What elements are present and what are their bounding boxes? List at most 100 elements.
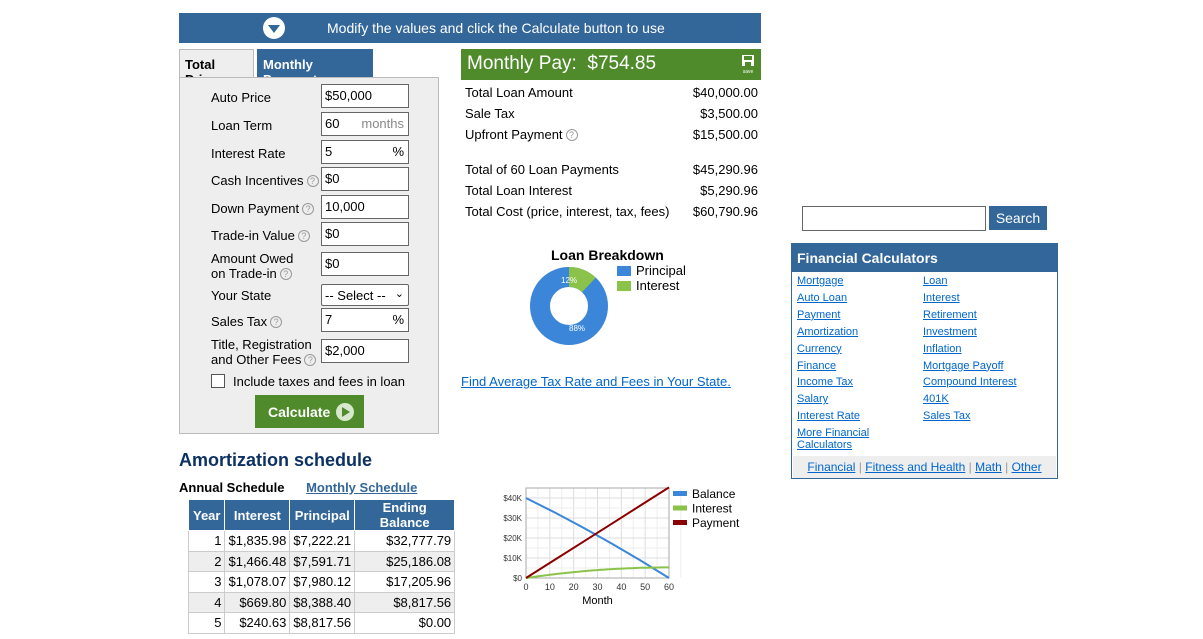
table-row: 5 $240.63 $8,817.56 $0.00 <box>187 612 456 634</box>
calc-link[interactable]: Amortization <box>797 325 859 338</box>
trade-in-value-value: $0 <box>325 226 340 241</box>
down-payment-value: 10,000 <box>325 199 365 214</box>
y-tick-label: $40K <box>503 494 522 503</box>
category-link-financial[interactable]: Financial <box>807 460 856 474</box>
sales-tax-input[interactable]: 7% <box>321 308 409 332</box>
financial-calculators-title: Financial Calculators <box>792 244 1057 272</box>
legend-label-payment: Payment <box>692 516 740 530</box>
play-icon <box>336 403 354 421</box>
help-icon[interactable]: ? <box>302 203 315 215</box>
category-links: Financial | Fitness and Health | Math | … <box>793 456 1056 478</box>
header-principal: Principal <box>289 499 356 531</box>
y-tick-label: $0 <box>513 574 522 583</box>
table-row: 2 $1,466.48 $7,591.71 $25,186.08 <box>187 550 456 572</box>
calc-link[interactable]: Loan <box>923 275 948 287</box>
save-label: save <box>743 69 754 74</box>
search-input[interactable] <box>802 206 986 231</box>
x-tick-label: 20 <box>569 582 579 592</box>
loan-form: Auto Price $50,000 Loan Term 60 months In… <box>179 77 439 434</box>
sales-tax-value: 7 <box>325 312 333 327</box>
calculate-button[interactable]: Calculate <box>255 395 364 428</box>
cash-incentives-label: Cash Incentives? <box>211 173 319 188</box>
plot-frame <box>525 487 670 579</box>
calc-link[interactable]: Currency <box>797 342 842 355</box>
calc-link[interactable]: Finance <box>797 359 837 372</box>
calc-link[interactable]: Mortgage Payoff <box>923 359 1004 372</box>
category-link-other[interactable]: Other <box>1011 460 1042 474</box>
help-icon[interactable]: ? <box>279 268 292 280</box>
result-row: Sale Tax $3,500.00 <box>465 106 758 121</box>
calc-link[interactable]: Interest Rate <box>797 410 860 423</box>
calc-link[interactable]: Sales Tax <box>923 410 971 423</box>
table-row: 3 $1,078.07 $7,980.12 $17,205.96 <box>187 571 456 593</box>
state-select[interactable]: -- Select -- ⌄ <box>321 284 409 306</box>
include-taxes-checkbox[interactable] <box>211 374 225 388</box>
help-icon[interactable]: ? <box>304 354 317 366</box>
help-icon[interactable]: ? <box>565 129 578 141</box>
calc-link[interactable]: Retirement <box>923 308 977 321</box>
table-row: 1 $1,835.98 $7,222.21 $32,777.79 <box>187 530 456 552</box>
calc-link[interactable]: Inflation <box>923 342 962 355</box>
title-fees-input[interactable]: $2,000 <box>321 339 409 363</box>
loan-term-input[interactable]: 60 months <box>321 112 409 136</box>
interest-rate-input[interactable]: 5% <box>321 140 409 164</box>
help-icon[interactable]: ? <box>270 316 283 328</box>
calc-link[interactable]: Auto Loan <box>797 291 848 304</box>
category-link-fitness[interactable]: Fitness and Health <box>865 460 966 474</box>
calc-link[interactable]: Mortgage <box>797 275 844 287</box>
calc-link[interactable]: Salary <box>797 393 829 406</box>
x-tick-label: 50 <box>640 582 650 592</box>
calc-link[interactable]: More Financial <box>797 427 870 440</box>
help-icon[interactable]: ? <box>306 175 319 187</box>
principal-pct-label: 88% <box>569 324 585 333</box>
calc-link[interactable]: 401K <box>923 393 949 406</box>
tab-monthly-schedule[interactable]: Monthly Schedule <box>306 480 418 495</box>
calc-link[interactable]: Income Tax <box>797 376 854 389</box>
interest-slice <box>530 267 608 345</box>
calc-link[interactable]: Interest <box>923 291 960 304</box>
tab-annual-schedule[interactable]: Annual Schedule <box>179 480 285 495</box>
amount-owed-input[interactable]: $0 <box>321 252 409 276</box>
x-tick-label: 60 <box>664 582 674 592</box>
header-year: Year <box>187 499 226 531</box>
loan-term-value: 60 <box>325 116 340 131</box>
help-icon[interactable]: ? <box>297 230 310 242</box>
tax-rate-link[interactable]: Find Average Tax Rate and Fees in Your S… <box>461 374 731 389</box>
calc-link[interactable]: Payment <box>797 308 841 321</box>
instruction-banner[interactable]: Modify the values and click the Calculat… <box>179 13 761 43</box>
trade-in-value-label: Trade-in Value? <box>211 228 310 243</box>
legend-label-balance: Balance <box>692 487 736 501</box>
down-payment-input[interactable]: 10,000 <box>321 195 409 219</box>
interest-rate-value: 5 <box>325 144 333 159</box>
amortization-line-chart: 0 10 20 30 40 50 60 $0 $10K $20K $30K $40K BalanceIn… <box>503 486 740 607</box>
calc-link[interactable]: Compound Interest <box>923 376 1017 389</box>
x-tick-label: 0 <box>523 582 528 592</box>
months-suffix: months <box>361 116 404 131</box>
collapse-arrow-icon[interactable] <box>263 17 285 39</box>
category-link-math[interactable]: Math <box>975 460 1002 474</box>
calc-link[interactable]: Investment <box>923 325 977 338</box>
calculate-label: Calculate <box>268 404 331 420</box>
monthly-pay-header: Monthly Pay: $754.85 save <box>461 49 761 80</box>
result-row: Total Loan Amount $40,000.00 <box>465 85 758 100</box>
banner-text: Modify the values and click the Calculat… <box>327 20 665 36</box>
title-fees-value: $2,000 <box>325 343 365 358</box>
auto-price-label: Auto Price <box>211 90 271 105</box>
legend-swatch-balance <box>673 491 687 496</box>
result-row: Upfront Payment? $15,500.00 <box>465 127 758 142</box>
trade-in-value-input[interactable]: $0 <box>321 222 409 246</box>
percent-suffix: % <box>392 144 404 159</box>
cash-incentives-input[interactable]: $0 <box>321 167 409 191</box>
series-line-interest <box>525 566 669 579</box>
header-interest: Interest <box>224 499 291 531</box>
auto-price-input[interactable]: $50,000 <box>321 84 409 108</box>
amortization-table: Year Interest Principal Ending Balance 1… <box>187 499 456 634</box>
series-line-payment <box>525 486 670 579</box>
tab-total-price[interactable]: Total Price <box>179 49 254 87</box>
cash-incentives-value: $0 <box>325 171 340 186</box>
search-button[interactable]: Search <box>989 206 1047 230</box>
calc-link[interactable]: Calculators <box>797 439 853 451</box>
tab-monthly-payment[interactable]: Monthly Payment <box>257 49 373 87</box>
x-tick-label: 10 <box>545 582 555 592</box>
save-icon[interactable]: save <box>741 54 755 74</box>
